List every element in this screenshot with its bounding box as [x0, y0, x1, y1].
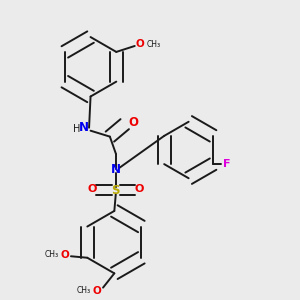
Text: CH₃: CH₃ — [76, 286, 91, 295]
Text: O: O — [135, 184, 144, 194]
Text: H: H — [73, 124, 80, 134]
Text: N: N — [79, 121, 89, 134]
Text: O: O — [136, 40, 145, 50]
Text: F: F — [223, 158, 230, 169]
Text: S: S — [112, 184, 120, 196]
Text: N: N — [111, 163, 121, 176]
Text: CH₃: CH₃ — [44, 250, 58, 259]
Text: CH₃: CH₃ — [147, 40, 161, 49]
Text: O: O — [93, 286, 102, 296]
Text: O: O — [61, 250, 70, 260]
Text: O: O — [88, 184, 97, 194]
Text: O: O — [128, 116, 138, 129]
